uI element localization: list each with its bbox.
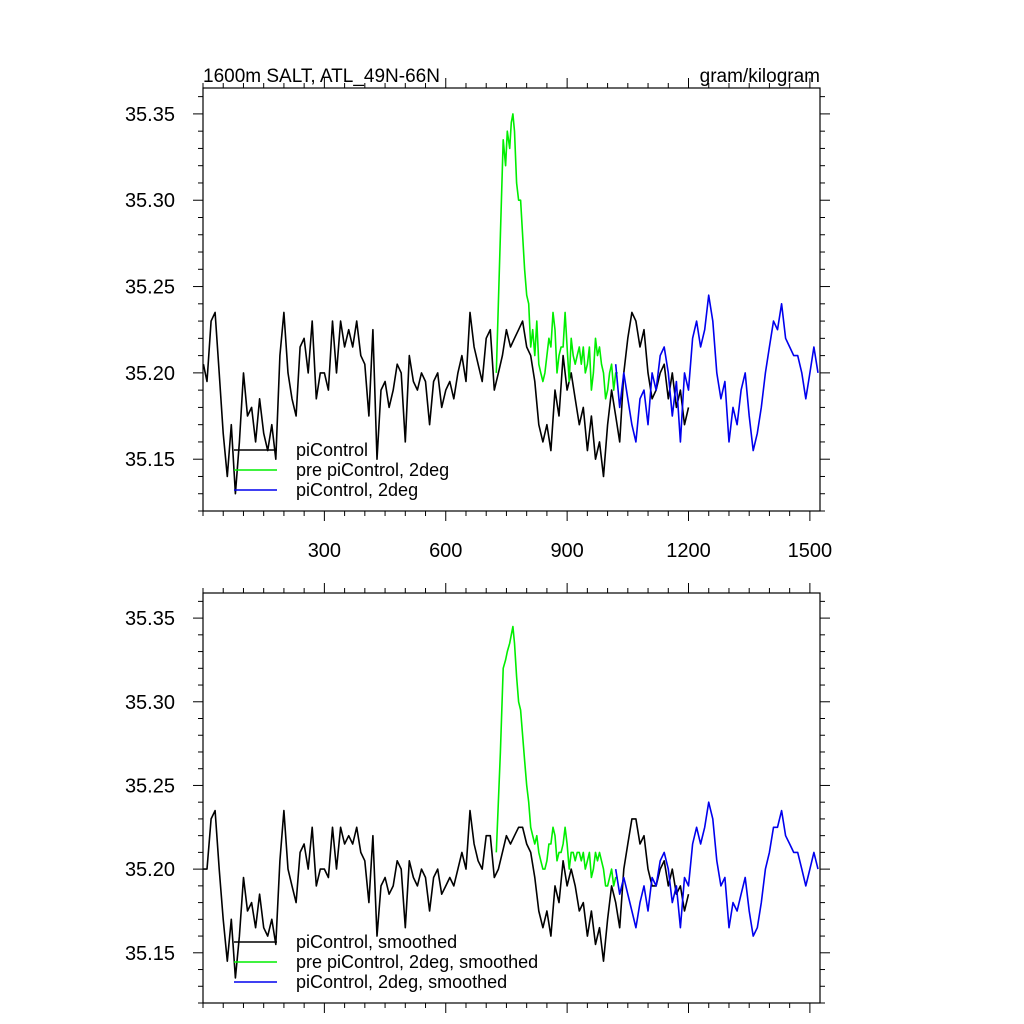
chart-title: 1600m SALT, ATL_49N-66N [203, 66, 440, 87]
bottom-panel: 35.15 35.20 35.25 35.30 35.35 piControl, smoo… [125, 583, 830, 1013]
y-tick-label: 35.35 [125, 608, 175, 630]
legend-label: piControl [296, 440, 368, 460]
y-tick-label: 35.30 [125, 692, 175, 714]
series-line-0 [202, 311, 690, 495]
x-tick-label: 1500 [788, 540, 833, 562]
x-tick-label: 900 [550, 540, 583, 562]
x-tick-label: 300 [308, 540, 341, 562]
x-tick-label: 600 [429, 540, 462, 562]
series-line-1 [495, 113, 618, 400]
legend-label: pre piControl, 2deg, smoothed [296, 952, 538, 972]
series-line-2 [614, 801, 819, 937]
series-line-1 [495, 625, 618, 887]
series-line-0 [203, 809, 690, 979]
y-tick-label: 35.25 [125, 277, 175, 299]
y-tick-label: 35.15 [125, 943, 175, 965]
series-line-2 [614, 294, 819, 452]
y-tick-label: 35.35 [125, 104, 175, 126]
y-tick-label: 35.20 [125, 363, 175, 385]
x-tick-label: 1200 [666, 540, 711, 562]
plot-frame [202, 87, 821, 512]
top-panel: 35.15 35.20 35.25 35.30 35.35 300 600 900 1200 15… [125, 78, 832, 562]
legend-label: piControl, smoothed [296, 932, 457, 952]
y-tick-label: 35.20 [125, 859, 175, 881]
y-tick-label: 35.30 [125, 190, 175, 212]
legend-label: pre piControl, 2deg [296, 460, 449, 480]
plot-frame [202, 592, 821, 1004]
y-tick-label: 35.25 [125, 775, 175, 797]
y-tick-label: 35.15 [125, 449, 175, 471]
legend-label: piControl, 2deg [296, 480, 418, 500]
legend-label: piControl, 2deg, smoothed [296, 972, 507, 992]
units-label: gram/kilogram [700, 66, 820, 87]
